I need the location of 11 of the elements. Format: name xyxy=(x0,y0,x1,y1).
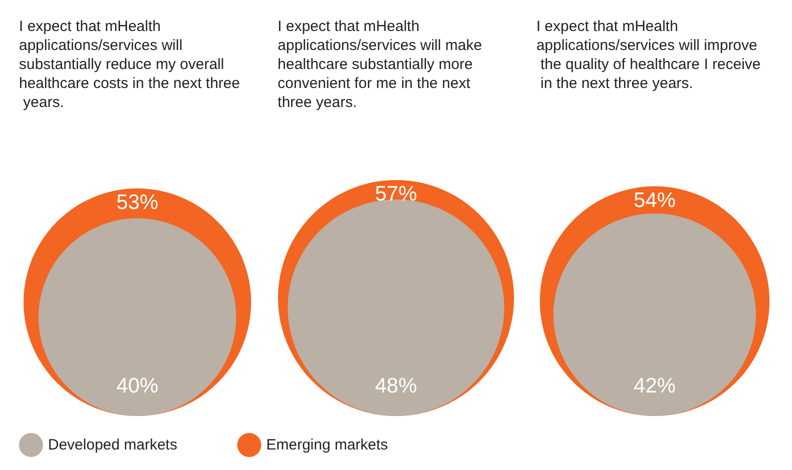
category-label: I expect that mHealth applications/services will make healthcare substantially more convenient for me in the next three years. xyxy=(278,18,486,111)
data-label: 53% xyxy=(116,190,158,214)
data-label: 40% xyxy=(116,374,158,398)
category-label: I expect that mHealth applications/services will improve the quality of healthcare I receive in the next three years. xyxy=(536,18,761,92)
data-label: 48% xyxy=(374,374,418,398)
data-label: 54% xyxy=(634,188,676,212)
data-label: 42% xyxy=(634,374,676,398)
legend-label: Developed markets xyxy=(48,436,178,454)
legend-label: Emerging markets xyxy=(266,436,388,454)
category-label: I expect that mHealth applications/services will substantially reduce my overall healthcare costs in the next three years. xyxy=(19,18,240,111)
data-label: 57% xyxy=(374,182,418,206)
